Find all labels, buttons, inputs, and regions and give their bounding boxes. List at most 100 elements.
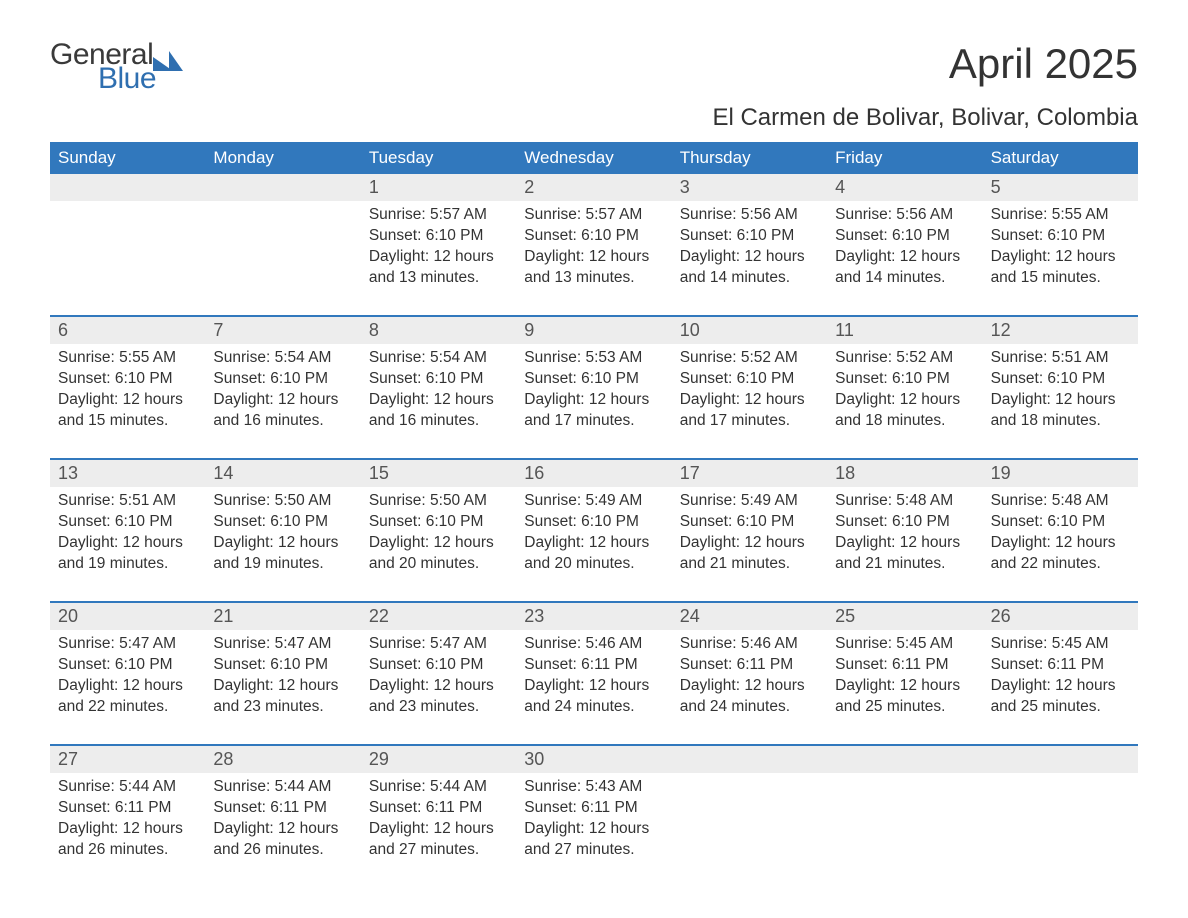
- day-cell: Sunrise: 5:54 AMSunset: 6:10 PMDaylight:…: [361, 344, 516, 440]
- sunrise-line: Sunrise: 5:45 AM: [835, 634, 974, 655]
- sunrise-line: Sunrise: 5:52 AM: [680, 348, 819, 369]
- calendar: SundayMondayTuesdayWednesdayThursdayFrid…: [50, 142, 1138, 869]
- daylight-line: Daylight: 12 hours and 27 minutes.: [369, 819, 508, 861]
- day-number: 19: [983, 460, 1138, 487]
- sunrise-line: Sunrise: 5:49 AM: [524, 491, 663, 512]
- day-cell: Sunrise: 5:57 AMSunset: 6:10 PMDaylight:…: [516, 201, 671, 297]
- daylight-line: Daylight: 12 hours and 17 minutes.: [680, 390, 819, 432]
- sunset-line: Sunset: 6:10 PM: [524, 512, 663, 533]
- sunrise-line: Sunrise: 5:44 AM: [58, 777, 197, 798]
- day-number-row: 6789101112: [50, 317, 1138, 344]
- day-cell: Sunrise: 5:43 AMSunset: 6:11 PMDaylight:…: [516, 773, 671, 869]
- sunset-line: Sunset: 6:10 PM: [835, 512, 974, 533]
- sunset-line: Sunset: 6:11 PM: [524, 798, 663, 819]
- sunset-line: Sunset: 6:10 PM: [58, 512, 197, 533]
- day-cell: Sunrise: 5:47 AMSunset: 6:10 PMDaylight:…: [361, 630, 516, 726]
- day-number: 16: [516, 460, 671, 487]
- daylight-line: Daylight: 12 hours and 14 minutes.: [835, 247, 974, 289]
- day-number: 15: [361, 460, 516, 487]
- day-number: 21: [205, 603, 360, 630]
- sunset-line: Sunset: 6:10 PM: [680, 226, 819, 247]
- daylight-line: Daylight: 12 hours and 25 minutes.: [835, 676, 974, 718]
- day-number: 23: [516, 603, 671, 630]
- weekday-header-row: SundayMondayTuesdayWednesdayThursdayFrid…: [50, 142, 1138, 174]
- sunrise-line: Sunrise: 5:46 AM: [680, 634, 819, 655]
- day-cell: Sunrise: 5:44 AMSunset: 6:11 PMDaylight:…: [50, 773, 205, 869]
- day-cell: Sunrise: 5:49 AMSunset: 6:10 PMDaylight:…: [516, 487, 671, 583]
- day-number: 25: [827, 603, 982, 630]
- day-cell: [50, 201, 205, 297]
- sunrise-line: Sunrise: 5:55 AM: [991, 205, 1130, 226]
- daylight-line: Daylight: 12 hours and 24 minutes.: [680, 676, 819, 718]
- day-number: 18: [827, 460, 982, 487]
- day-number: 4: [827, 174, 982, 201]
- sunrise-line: Sunrise: 5:55 AM: [58, 348, 197, 369]
- daylight-line: Daylight: 12 hours and 27 minutes.: [524, 819, 663, 861]
- day-cell: [205, 201, 360, 297]
- sunset-line: Sunset: 6:10 PM: [369, 226, 508, 247]
- sunset-line: Sunset: 6:10 PM: [369, 369, 508, 390]
- sunset-line: Sunset: 6:10 PM: [58, 369, 197, 390]
- day-cell: Sunrise: 5:53 AMSunset: 6:10 PMDaylight:…: [516, 344, 671, 440]
- day-cell: Sunrise: 5:47 AMSunset: 6:10 PMDaylight:…: [205, 630, 360, 726]
- day-cell: Sunrise: 5:55 AMSunset: 6:10 PMDaylight:…: [50, 344, 205, 440]
- daylight-line: Daylight: 12 hours and 20 minutes.: [369, 533, 508, 575]
- daylight-line: Daylight: 12 hours and 16 minutes.: [213, 390, 352, 432]
- day-cell: Sunrise: 5:46 AMSunset: 6:11 PMDaylight:…: [516, 630, 671, 726]
- daylight-line: Daylight: 12 hours and 15 minutes.: [991, 247, 1130, 289]
- sunrise-line: Sunrise: 5:43 AM: [524, 777, 663, 798]
- daylight-line: Daylight: 12 hours and 21 minutes.: [835, 533, 974, 575]
- day-number: 9: [516, 317, 671, 344]
- sunset-line: Sunset: 6:10 PM: [524, 226, 663, 247]
- daylight-line: Daylight: 12 hours and 20 minutes.: [524, 533, 663, 575]
- day-cell: Sunrise: 5:51 AMSunset: 6:10 PMDaylight:…: [50, 487, 205, 583]
- month-title: April 2025: [712, 40, 1138, 88]
- day-number: 12: [983, 317, 1138, 344]
- daylight-line: Daylight: 12 hours and 22 minutes.: [991, 533, 1130, 575]
- sunrise-line: Sunrise: 5:56 AM: [835, 205, 974, 226]
- day-number: 24: [672, 603, 827, 630]
- sunrise-line: Sunrise: 5:48 AM: [835, 491, 974, 512]
- sunrise-line: Sunrise: 5:52 AM: [835, 348, 974, 369]
- sunset-line: Sunset: 6:11 PM: [369, 798, 508, 819]
- daylight-line: Daylight: 12 hours and 23 minutes.: [369, 676, 508, 718]
- weekday-header-cell: Sunday: [50, 142, 205, 174]
- day-cell: Sunrise: 5:57 AMSunset: 6:10 PMDaylight:…: [361, 201, 516, 297]
- calendar-body: 12345Sunrise: 5:57 AMSunset: 6:10 PMDayl…: [50, 174, 1138, 869]
- location-subtitle: El Carmen de Bolivar, Bolivar, Colombia: [712, 104, 1138, 132]
- day-number: [827, 746, 982, 773]
- day-number: 20: [50, 603, 205, 630]
- day-cell: Sunrise: 5:50 AMSunset: 6:10 PMDaylight:…: [361, 487, 516, 583]
- sunrise-line: Sunrise: 5:57 AM: [524, 205, 663, 226]
- brand-text: General Blue: [50, 40, 156, 94]
- sunset-line: Sunset: 6:10 PM: [524, 369, 663, 390]
- day-cell: Sunrise: 5:45 AMSunset: 6:11 PMDaylight:…: [827, 630, 982, 726]
- day-cell: [827, 773, 982, 869]
- daylight-line: Daylight: 12 hours and 19 minutes.: [58, 533, 197, 575]
- day-number: 6: [50, 317, 205, 344]
- sunset-line: Sunset: 6:10 PM: [369, 655, 508, 676]
- day-number: [50, 174, 205, 201]
- sunset-line: Sunset: 6:11 PM: [58, 798, 197, 819]
- day-number-row: 12345: [50, 174, 1138, 201]
- sunset-line: Sunset: 6:10 PM: [835, 226, 974, 247]
- calendar-week: 20212223242526Sunrise: 5:47 AMSunset: 6:…: [50, 601, 1138, 726]
- sunrise-line: Sunrise: 5:45 AM: [991, 634, 1130, 655]
- day-cell: [983, 773, 1138, 869]
- sunset-line: Sunset: 6:11 PM: [524, 655, 663, 676]
- day-number-row: 20212223242526: [50, 603, 1138, 630]
- sunrise-line: Sunrise: 5:50 AM: [369, 491, 508, 512]
- sunrise-line: Sunrise: 5:49 AM: [680, 491, 819, 512]
- weekday-header-cell: Wednesday: [516, 142, 671, 174]
- weekday-header-cell: Friday: [827, 142, 982, 174]
- day-number: 30: [516, 746, 671, 773]
- day-number: 13: [50, 460, 205, 487]
- day-cell: Sunrise: 5:52 AMSunset: 6:10 PMDaylight:…: [827, 344, 982, 440]
- day-cell: Sunrise: 5:45 AMSunset: 6:11 PMDaylight:…: [983, 630, 1138, 726]
- sunrise-line: Sunrise: 5:46 AM: [524, 634, 663, 655]
- day-number: 17: [672, 460, 827, 487]
- day-cell: Sunrise: 5:47 AMSunset: 6:10 PMDaylight:…: [50, 630, 205, 726]
- daylight-line: Daylight: 12 hours and 18 minutes.: [991, 390, 1130, 432]
- day-cell: Sunrise: 5:48 AMSunset: 6:10 PMDaylight:…: [983, 487, 1138, 583]
- sunset-line: Sunset: 6:10 PM: [213, 369, 352, 390]
